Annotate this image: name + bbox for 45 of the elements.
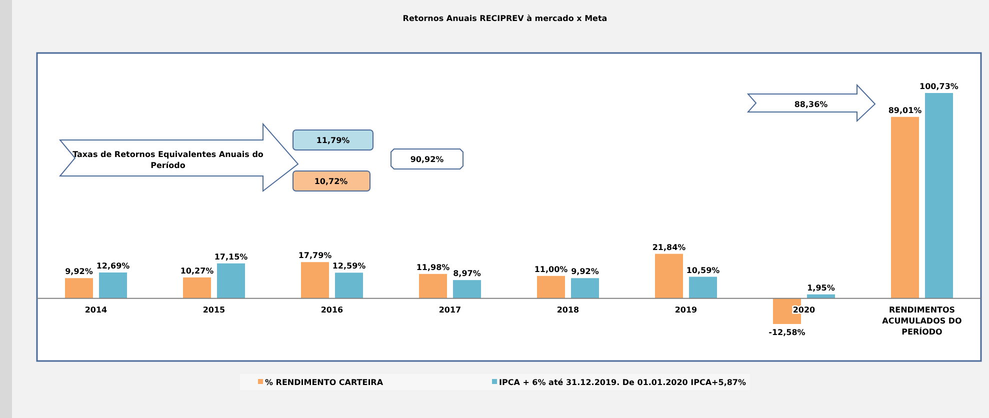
bar (419, 274, 447, 298)
bar (571, 278, 599, 298)
data-label: 10,27% (180, 266, 214, 276)
bar (301, 262, 329, 298)
data-label: 8,97% (453, 269, 481, 278)
annotation: 10,72% (314, 177, 348, 186)
data-label: 21,84% (652, 242, 686, 252)
data-label: 10,59% (686, 266, 720, 275)
x-tick-label: RENDIMENTOS ACUMULADOS DO PERÍODO (882, 305, 962, 336)
x-tick-label: 2016 (320, 305, 344, 314)
bar (925, 93, 953, 298)
data-label: 9,92% (571, 267, 599, 276)
annotation: 11,79% (316, 136, 350, 145)
chart-title: Retornos Anuais RECIPREV à mercado x Meta (402, 14, 608, 23)
bar (99, 272, 127, 298)
bar (891, 116, 919, 298)
data-label: 17,79% (298, 251, 332, 260)
data-label: -12,58% (768, 328, 806, 337)
bar (217, 263, 245, 298)
bar (453, 280, 481, 298)
data-label: 1,95% (807, 283, 835, 292)
bar (183, 277, 211, 298)
data-label: 100,73% (920, 82, 958, 91)
bar (335, 272, 363, 298)
data-label: 11,98% (416, 262, 450, 272)
x-tick-label: 2017 (438, 305, 462, 314)
annotation: 90,92% (410, 155, 444, 164)
data-label: 12,69% (96, 261, 130, 270)
bar (655, 254, 683, 298)
bar (689, 276, 717, 298)
x-tick-label: 2014 (84, 305, 108, 314)
legend-label: IPCA + 6% até 31.12.2019. De 01.01.2020 IPCA+5,87% (499, 378, 746, 387)
annotation: Taxas de Retornos Equivalentes Anuais do Período (72, 150, 264, 170)
annotation: 88,36% (794, 100, 828, 109)
data-label: 17,15% (214, 252, 248, 262)
data-label: 89,01% (888, 106, 922, 115)
bar (537, 276, 565, 298)
x-tick-label: 2015 (202, 305, 226, 314)
data-label: 9,92% (65, 267, 93, 276)
data-label: 12,59% (332, 262, 366, 271)
legend-label: % RENDIMENTO CARTEIRA (265, 378, 384, 387)
x-tick-label: 2019 (674, 305, 698, 314)
bar (65, 278, 93, 298)
x-tick-label: 2018 (556, 305, 580, 314)
data-label: 11,00% (534, 264, 568, 274)
